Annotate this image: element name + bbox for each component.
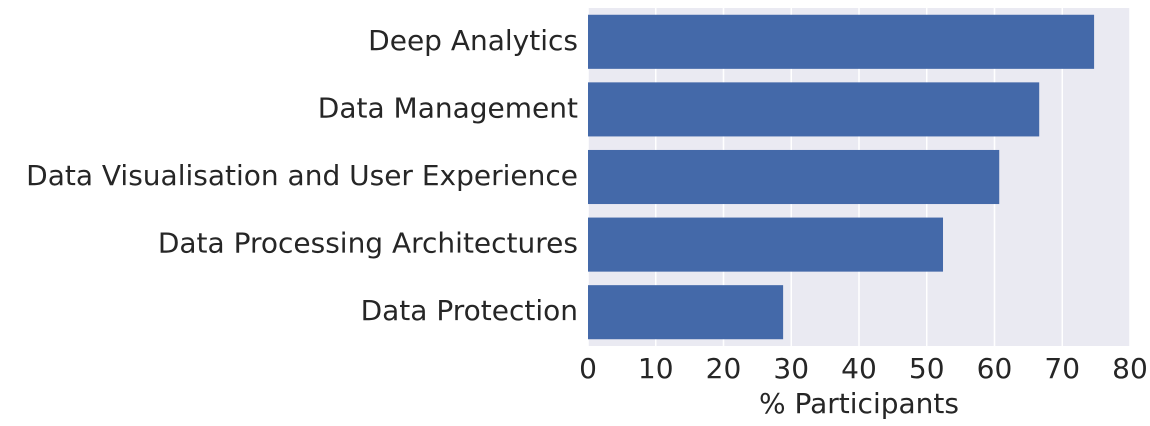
y-tick-label: Data Protection: [361, 294, 578, 327]
x-tick-label: 50: [909, 352, 945, 385]
bar: [588, 14, 1095, 69]
y-tick-label: Deep Analytics: [368, 24, 578, 57]
x-tick-label: 80: [1112, 352, 1148, 385]
bar: [588, 82, 1040, 137]
x-tick-label: 20: [706, 352, 742, 385]
x-axis-label: % Participants: [759, 387, 959, 420]
y-tick-label: Data Processing Architectures: [158, 227, 578, 260]
y-tick-label: Data Visualisation and User Experience: [26, 159, 578, 192]
x-tick-label: 10: [638, 352, 674, 385]
x-tick-label: 30: [773, 352, 809, 385]
x-tick-label: 0: [579, 352, 597, 385]
y-tick-label: Data Management: [318, 91, 578, 124]
x-tick-label: 60: [977, 352, 1013, 385]
bar: [588, 285, 784, 340]
bar: [588, 149, 1000, 205]
bar: [588, 217, 944, 272]
x-tick-label: 70: [1044, 352, 1080, 385]
x-tick-label: 40: [841, 352, 877, 385]
